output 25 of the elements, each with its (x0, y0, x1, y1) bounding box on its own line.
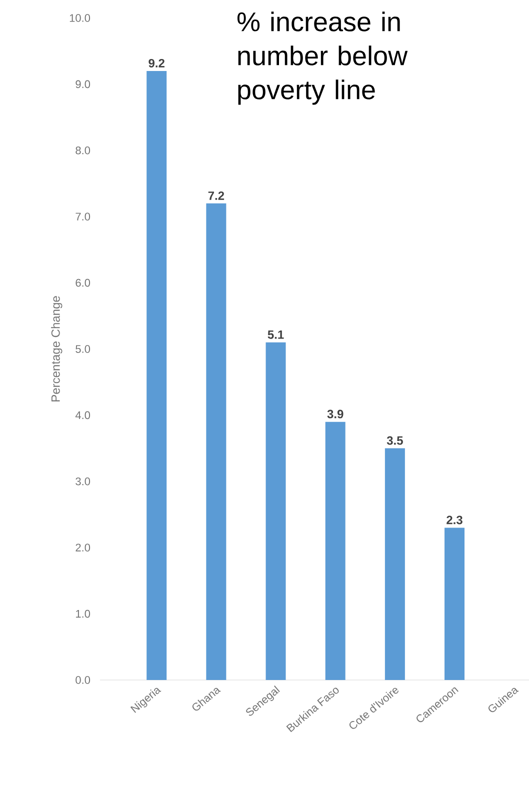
data-label: 7.2 (208, 191, 224, 200)
bar (444, 528, 465, 680)
bar (206, 203, 226, 680)
y-tick-label: 3.0 (76, 477, 90, 486)
bar (325, 422, 346, 680)
y-tick-label: 10.0 (70, 14, 90, 22)
y-tick-label: 2.0 (76, 544, 90, 552)
y-tick-label: 7.0 (76, 212, 90, 220)
text: % increase in number below poverty line (237, 12, 408, 105)
y-tick-label: 8.0 (76, 146, 90, 154)
data-label: 3.5 (386, 436, 403, 445)
y-tick-label: 1.0 (76, 610, 90, 618)
y-tick-label: 9.0 (76, 80, 90, 88)
y-tick-label: 5.0 (76, 345, 90, 353)
bar (146, 70, 167, 680)
data-label: 5.1 (268, 330, 284, 339)
data-label: 9.2 (148, 58, 164, 68)
bar (384, 448, 405, 680)
data-label: 2.3 (446, 516, 462, 524)
y-tick-label: 4.0 (75, 411, 90, 420)
y-axis-title: Percentage Change (51, 296, 62, 402)
y-tick-label: 6.0 (76, 278, 90, 287)
y-tick-label: 0.0 (76, 676, 90, 684)
bar (266, 342, 286, 680)
data-label: 3.9 (327, 410, 344, 418)
